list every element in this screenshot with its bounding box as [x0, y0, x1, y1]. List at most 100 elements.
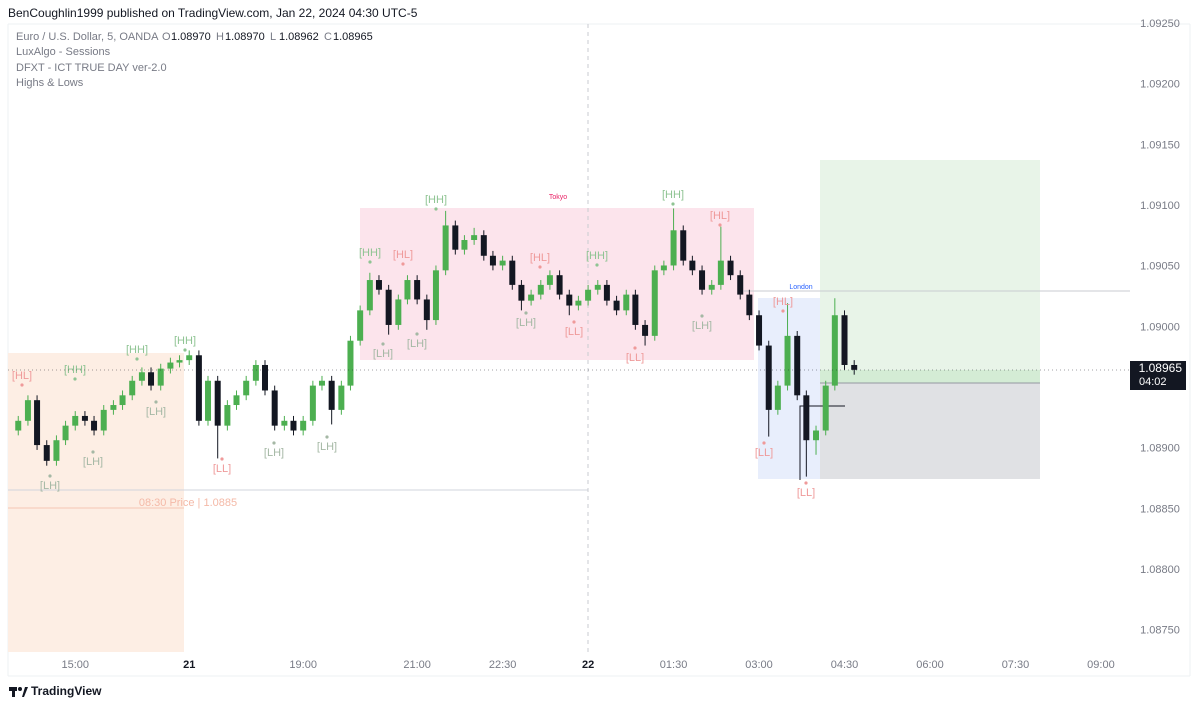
- candle-body: [784, 335, 791, 386]
- candle-body: [509, 260, 516, 285]
- candle-body: [670, 230, 677, 266]
- ohlc-legend: O 1.08970 H 1.08970 L 1.08962 C 1.08965: [162, 31, 373, 43]
- swing-dot: [73, 377, 77, 381]
- candle-body: [680, 230, 687, 261]
- candle-body: [822, 385, 829, 431]
- ohlc-value: 1.08970: [225, 31, 265, 43]
- candle-body: [281, 420, 288, 426]
- x-tick-label: 03:00: [745, 659, 773, 671]
- candle-body: [290, 420, 297, 431]
- swing-label: [LH]: [516, 317, 536, 329]
- candle-body: [148, 372, 155, 386]
- candle-body: [110, 405, 117, 410]
- candle-body: [205, 380, 212, 421]
- y-tick-label: 1.08800: [1140, 564, 1180, 576]
- price-line-label: 08:30 Price | 1.0885: [139, 497, 237, 509]
- swing-label: [HH]: [359, 247, 381, 259]
- candle-body: [803, 395, 810, 441]
- swing-dot: [538, 265, 542, 269]
- structure-line: [799, 405, 845, 480]
- candle-body: [651, 270, 658, 336]
- swing-label: [HL]: [12, 370, 32, 382]
- candle-body: [623, 294, 630, 311]
- candle-body: [385, 289, 392, 325]
- swing-label: [LH]: [83, 456, 103, 468]
- stop-zone: [820, 383, 1040, 479]
- candle-body: [774, 385, 781, 410]
- swing-dot: [368, 260, 372, 264]
- swing-dot: [595, 263, 599, 267]
- candle-body: [309, 385, 316, 421]
- candle-body: [138, 372, 145, 381]
- swing-label: [LL]: [213, 463, 231, 475]
- ohlc-value: 1.08970: [171, 31, 211, 43]
- candle-body: [556, 275, 563, 295]
- candle-body: [366, 280, 373, 311]
- candle-body: [737, 275, 744, 295]
- candle-body: [214, 380, 221, 426]
- swing-label: [HH]: [126, 344, 148, 356]
- candle-body: [765, 345, 772, 410]
- candle-body: [613, 300, 620, 311]
- candle-body: [414, 280, 421, 300]
- ohlc-value: 1.08965: [333, 31, 373, 43]
- candle-body: [318, 380, 325, 386]
- swing-label: [LH]: [264, 447, 284, 459]
- candle-body: [518, 284, 525, 301]
- candle-body: [91, 420, 98, 431]
- candle-body: [24, 400, 31, 421]
- candle-body: [603, 284, 610, 301]
- x-tick-label: 21: [183, 659, 195, 671]
- swing-label: [LL]: [565, 326, 583, 338]
- candle-body: [243, 380, 250, 396]
- swing-dot: [718, 223, 722, 227]
- swing-dot: [381, 342, 385, 346]
- ohlc-letter: O: [162, 31, 171, 43]
- candle-body: [851, 364, 858, 370]
- swing-label: [HL]: [393, 249, 413, 261]
- candle-body: [72, 415, 79, 426]
- swing-label: [LL]: [626, 352, 644, 364]
- swing-dot: [633, 346, 637, 350]
- candle-body: [594, 284, 601, 290]
- swing-label: [LH]: [40, 480, 60, 492]
- swing-dot: [272, 441, 276, 445]
- candle-body: [81, 415, 88, 421]
- y-tick-label: 1.09000: [1140, 321, 1180, 333]
- candle-body: [528, 294, 535, 301]
- x-tick-label: 22: [582, 659, 594, 671]
- indicator: Highs & Lows: [16, 77, 84, 89]
- y-tick-label: 1.08900: [1140, 443, 1180, 455]
- candle-body: [831, 315, 838, 386]
- swing-label: [LH]: [692, 320, 712, 332]
- candle-body: [566, 294, 573, 306]
- candle-body: [34, 400, 41, 446]
- swing-label: [LH]: [317, 441, 337, 453]
- y-tick-label: 1.09250: [1140, 18, 1180, 30]
- swing-label: [LH]: [373, 348, 393, 360]
- candle-body: [632, 294, 639, 325]
- last-price-box: [1130, 361, 1186, 390]
- swing-label: [LH]: [146, 406, 166, 418]
- swing-dot: [325, 435, 329, 439]
- candle-body: [642, 324, 649, 336]
- swing-label: [HH]: [662, 189, 684, 201]
- x-tick-label: 19:00: [289, 659, 317, 671]
- candle-body: [157, 368, 164, 386]
- swing-label: [LL]: [755, 447, 773, 459]
- publisher: BenCoughlin1999 published on TradingView…: [8, 6, 418, 20]
- swing-dot: [700, 314, 704, 318]
- y-tick-label: 1.08750: [1140, 625, 1180, 637]
- candle-body: [357, 310, 364, 341]
- candle-body: [347, 340, 354, 386]
- candle-body: [432, 270, 439, 321]
- symbol: Euro / U.S. Dollar, 5, OANDA: [16, 31, 159, 43]
- swing-dot: [671, 202, 675, 206]
- swing-label: [HL]: [530, 252, 550, 264]
- indicator: DFXT - ICT TRUE DAY ver-2.0: [16, 62, 167, 74]
- candle-body: [423, 299, 430, 321]
- candle-body: [585, 289, 592, 301]
- ohlc-letter: C: [324, 31, 332, 43]
- candle-body: [100, 409, 107, 431]
- swing-dot: [524, 311, 528, 315]
